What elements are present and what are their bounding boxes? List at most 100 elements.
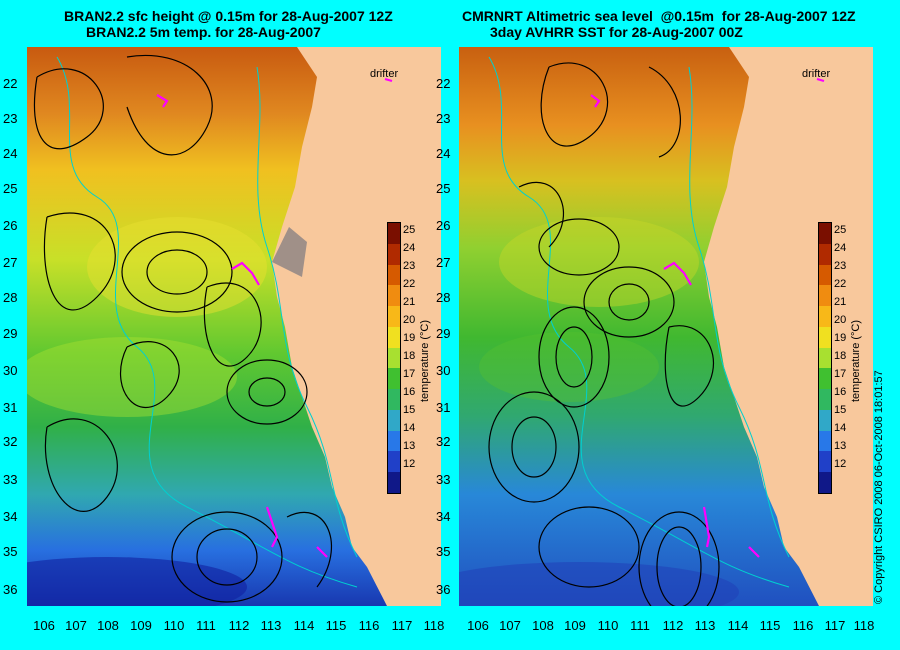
colorbar-segment xyxy=(819,243,831,266)
colorbar-segment xyxy=(819,264,831,286)
colorbar-tick-label: 25 xyxy=(834,224,847,236)
x-tick-116: 116 xyxy=(792,618,814,633)
y-tick-26: 26 xyxy=(3,218,18,233)
colorbar-tick-label: 13 xyxy=(403,440,416,452)
colorbar-tick-label: 12 xyxy=(403,458,416,470)
colorbar-tick-label: 20 xyxy=(834,314,847,326)
colorbar-segment xyxy=(388,347,400,369)
drifter-tracks xyxy=(590,77,825,558)
x-tick-111: 111 xyxy=(196,618,216,633)
colorbar-segment xyxy=(388,472,400,494)
y-tick-30: 30 xyxy=(436,363,451,378)
colorbar-tick-label: 13 xyxy=(834,440,847,452)
colorbar-tick-label: 14 xyxy=(834,422,847,434)
y-tick-25: 25 xyxy=(436,181,451,196)
right-title-line2: 3day AVHRR SST for 28-Aug-2007 00Z xyxy=(490,24,743,40)
x-tick-106: 106 xyxy=(33,618,55,633)
colorbar-tick-label: 25 xyxy=(403,224,416,236)
colorbar-tick-label: 16 xyxy=(834,386,847,398)
colorbar-segment xyxy=(819,430,831,452)
copyright-text: © Copyright CSIRO 2008 06-Oct-2008 18:01… xyxy=(873,370,885,604)
y-tick-25: 25 xyxy=(3,181,18,196)
y-tick-35: 35 xyxy=(3,544,18,559)
cold-water xyxy=(27,557,247,606)
y-tick-23: 23 xyxy=(436,111,451,126)
colorbar-segment xyxy=(819,409,831,432)
x-tick-110: 110 xyxy=(597,618,619,633)
warm-tongue xyxy=(27,337,237,417)
colorbar-left xyxy=(387,222,401,494)
colorbar-segment xyxy=(819,368,831,390)
colorbar-tick-label: 18 xyxy=(403,350,416,362)
x-tick-113: 113 xyxy=(260,618,282,633)
x-tick-106: 106 xyxy=(467,618,489,633)
colorbar-segment xyxy=(819,472,831,494)
y-tick-30: 30 xyxy=(3,363,18,378)
colorbar-tick-label: 19 xyxy=(834,332,847,344)
y-tick-27: 27 xyxy=(3,255,18,270)
y-tick-33: 33 xyxy=(3,472,18,487)
y-tick-22: 22 xyxy=(436,76,451,91)
colorbar-segment xyxy=(388,326,400,349)
y-tick-32: 32 xyxy=(3,434,18,449)
colorbar-segment xyxy=(388,368,400,390)
drifter-label-left: drifter xyxy=(370,68,399,80)
y-tick-36: 36 xyxy=(3,582,18,597)
colorbar-tick-label: 19 xyxy=(403,332,416,344)
x-tick-111: 111 xyxy=(630,618,650,633)
x-tick-108: 108 xyxy=(97,618,119,633)
x-tick-107: 107 xyxy=(65,618,87,633)
x-tick-117: 117 xyxy=(391,618,413,633)
colorbar-tick-label: 21 xyxy=(403,296,416,308)
drifter-tracks xyxy=(156,77,393,558)
colorbar-tick-label: 23 xyxy=(834,260,847,272)
colorbar-segment xyxy=(819,389,831,411)
y-tick-23: 23 xyxy=(3,111,18,126)
colorbar-tick-label: 22 xyxy=(834,278,847,290)
sea-level-contours xyxy=(488,62,720,606)
y-tick-24: 24 xyxy=(3,146,18,161)
y-tick-34: 34 xyxy=(3,509,18,524)
colorbar-tick-label: 22 xyxy=(403,278,416,290)
colorbar-tick-label: 15 xyxy=(403,404,416,416)
x-tick-109: 109 xyxy=(564,618,586,633)
left-map-panel xyxy=(27,47,441,606)
drifter-label-right: drifter xyxy=(802,68,831,80)
x-tick-115: 115 xyxy=(325,618,347,633)
colorbar-segment xyxy=(388,389,400,411)
x-tick-118: 118 xyxy=(853,618,875,633)
colorbar-segment xyxy=(388,223,400,245)
left-title-line1: BRAN2.2 sfc height @ 0.15m for 28-Aug-20… xyxy=(64,8,393,24)
x-tick-116: 116 xyxy=(358,618,380,633)
y-tick-32: 32 xyxy=(436,434,451,449)
colorbar-tick-label: 24 xyxy=(834,242,847,254)
colorbar-tick-label: 24 xyxy=(403,242,416,254)
colorbar-tick-label: 15 xyxy=(834,404,847,416)
x-tick-118: 118 xyxy=(423,618,445,633)
colorbar-tick-label: 17 xyxy=(403,368,416,380)
y-tick-33: 33 xyxy=(436,472,451,487)
y-tick-22: 22 xyxy=(3,76,18,91)
y-tick-26: 26 xyxy=(436,218,451,233)
x-tick-110: 110 xyxy=(163,618,185,633)
left-map-svg xyxy=(27,47,441,606)
y-tick-31: 31 xyxy=(3,400,18,415)
y-tick-28: 28 xyxy=(3,290,18,305)
colorbar-segment xyxy=(388,409,400,432)
right-map-svg xyxy=(459,47,873,606)
colorbar-tick-label: 16 xyxy=(403,386,416,398)
y-tick-27: 27 xyxy=(436,255,451,270)
x-tick-107: 107 xyxy=(499,618,521,633)
y-tick-24: 24 xyxy=(436,146,451,161)
colorbar-tick-label: 21 xyxy=(834,296,847,308)
y-tick-28: 28 xyxy=(436,290,451,305)
y-tick-36: 36 xyxy=(436,582,451,597)
x-tick-115: 115 xyxy=(759,618,781,633)
colorbar-tick-label: 14 xyxy=(403,422,416,434)
x-tick-109: 109 xyxy=(130,618,152,633)
right-title-line1: CMRNRT Altimetric sea level @0.15m for 2… xyxy=(462,8,856,24)
colorbar-tick-label: 23 xyxy=(403,260,416,272)
colorbar-segment xyxy=(819,306,831,328)
colorbar-segment xyxy=(388,306,400,328)
height-contours xyxy=(33,54,332,603)
